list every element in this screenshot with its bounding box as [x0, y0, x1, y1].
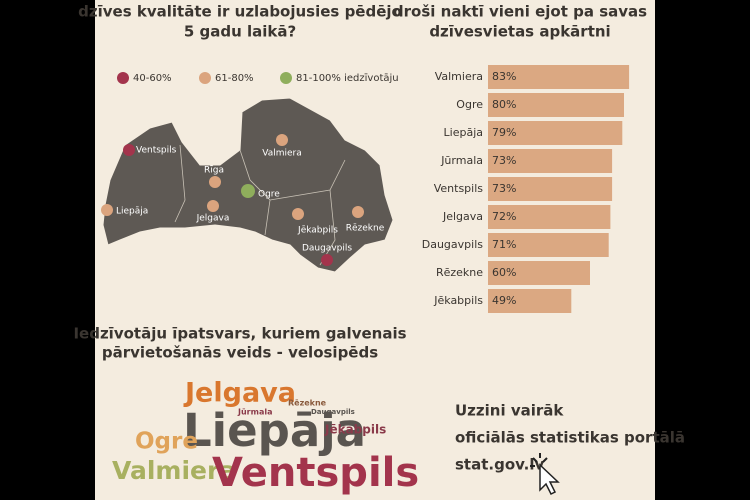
cloud-word: Valmiera [112, 456, 236, 485]
city-label: Jelgava [196, 214, 230, 224]
map-title: 5 gadu laikā? [184, 23, 296, 41]
city-dot [207, 200, 219, 212]
bar-label: Jelgava [442, 210, 483, 223]
bar [488, 93, 624, 117]
city-dot [101, 204, 113, 216]
legend-label: 81-100% iedzīvotāju [296, 73, 399, 84]
city-label: Ogre [258, 190, 280, 200]
cloud-title: pārvietošanās veids - velosipēds [102, 344, 378, 362]
bar [488, 233, 609, 257]
map-title: dzīves kvalitāte ir uzlabojusies pēdējo [78, 3, 402, 21]
bar-label: Daugavpils [422, 238, 484, 251]
city-dot [292, 208, 304, 220]
bar [488, 65, 630, 89]
value-label: 60% [492, 266, 516, 279]
value-label: 79% [492, 126, 516, 139]
cloud-word: Liepāja [183, 404, 366, 457]
footer-link[interactable]: stat.gov.lv [455, 456, 545, 474]
value-label: 71% [492, 238, 516, 251]
bar [488, 121, 623, 145]
bar [488, 261, 590, 285]
city-label: Rēzekne [346, 224, 385, 234]
city-label: Daugavpils [302, 244, 352, 254]
cloud-word: Ventspils [212, 450, 419, 496]
value-label: 83% [492, 70, 516, 83]
bar [488, 177, 613, 201]
bar-title: droši naktī vieni ejot pa savas [393, 3, 647, 21]
cloud-word: Jēkabpils [324, 423, 386, 437]
legend-label: 61-80% [215, 73, 254, 84]
cloud-word: Rēzekne [288, 399, 327, 408]
bar-label: Rēzekne [436, 266, 483, 279]
legend-label: 40-60% [133, 73, 172, 84]
city-dot [321, 254, 333, 266]
footer-text: Uzzini vairāk [455, 402, 564, 420]
city-dot [276, 134, 288, 146]
cloud-word: Jūrmala [237, 408, 273, 417]
legend-dot [117, 72, 129, 84]
value-label: 73% [492, 182, 516, 195]
value-label: 49% [492, 294, 516, 307]
legend-dot [280, 72, 292, 84]
city-dot [209, 176, 221, 188]
city-label: Liepāja [116, 207, 148, 217]
value-label: 72% [492, 210, 516, 223]
cursor-icon [530, 453, 560, 496]
bar [488, 205, 611, 229]
bar-label: Ogre [456, 98, 483, 111]
bar [488, 289, 572, 313]
bar [488, 149, 613, 173]
city-dot [352, 206, 364, 218]
city-label: Jēkabpils [297, 226, 338, 236]
cloud-word: Ogre [135, 429, 198, 455]
bar-label: Liepāja [444, 126, 483, 139]
bar-title: dzīvesvietas apkārtni [429, 23, 610, 41]
bar-label: Jēkabpils [433, 294, 483, 307]
bar-label: Jūrmala [440, 154, 483, 167]
value-label: 80% [492, 98, 516, 111]
legend-dot [199, 72, 211, 84]
bar-label: Valmiera [435, 70, 483, 83]
city-label: Rīga [204, 166, 224, 176]
city-dot [241, 184, 255, 198]
city-label: Valmiera [262, 149, 302, 159]
cloud-word: Jelgava [183, 378, 296, 409]
footer-text: oficiālās statistikas portālā [455, 429, 685, 447]
region-border [239, 149, 271, 236]
value-label: 73% [492, 154, 516, 167]
city-label: Ventspils [136, 146, 177, 156]
region-border [174, 144, 186, 223]
city-dot [123, 144, 135, 156]
bar-label: Ventspils [434, 182, 484, 195]
cloud-title: Iedzīvotāju īpatsvars, kuriem galvenais [73, 325, 406, 343]
cloud-word: Daugavpils [311, 408, 355, 416]
